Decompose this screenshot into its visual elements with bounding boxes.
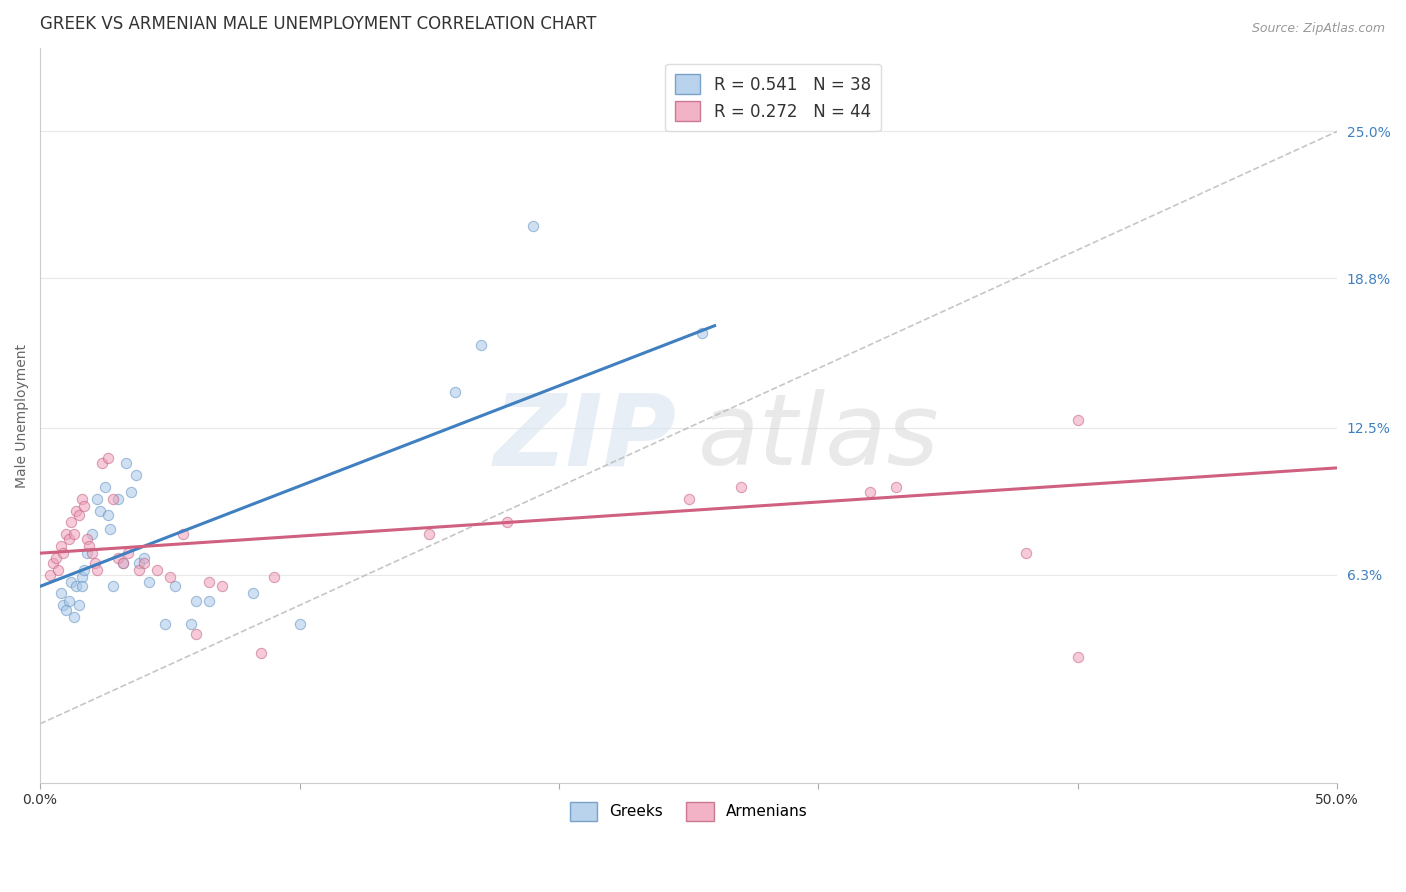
Point [49, 539, 72, 553]
Point [172, 527, 194, 541]
Point [132, 556, 155, 570]
Point [76, 546, 98, 560]
Point [184, 593, 207, 607]
Point [197, 593, 219, 607]
Point [96, 508, 118, 523]
Point [107, 550, 129, 565]
Point [120, 484, 142, 499]
Point [1015, 546, 1038, 560]
Point [52, 546, 75, 560]
Point [128, 563, 150, 577]
Point [690, 326, 713, 340]
Text: atlas: atlas [697, 389, 939, 486]
Point [58, 532, 80, 546]
Point [288, 617, 311, 632]
Point [83, 556, 105, 570]
Point [496, 516, 519, 530]
Point [263, 570, 285, 584]
Point [73, 563, 96, 577]
Point [86, 563, 108, 577]
Point [94, 480, 117, 494]
Point [70, 579, 93, 593]
Point [112, 556, 135, 570]
Point [46, 563, 69, 577]
Point [49, 586, 72, 600]
Point [470, 337, 492, 351]
Point [63, 610, 86, 624]
Point [101, 579, 124, 593]
Point [86, 491, 108, 506]
Point [80, 546, 103, 560]
Point [146, 563, 169, 577]
Point [52, 599, 75, 613]
Point [65, 579, 87, 593]
Point [163, 579, 186, 593]
Point [112, 556, 135, 570]
Point [55, 527, 77, 541]
Text: Source: ZipAtlas.com: Source: ZipAtlas.com [1251, 22, 1385, 36]
Point [522, 219, 544, 234]
Point [107, 491, 129, 506]
Point [73, 499, 96, 513]
Point [180, 617, 202, 632]
Point [89, 503, 111, 517]
Point [114, 456, 136, 470]
Text: GREEK VS ARMENIAN MALE UNEMPLOYMENT CORRELATION CHART: GREEK VS ARMENIAN MALE UNEMPLOYMENT CORR… [41, 15, 596, 33]
Point [184, 626, 207, 640]
Point [42, 556, 65, 570]
Point [76, 532, 98, 546]
Point [117, 546, 139, 560]
Point [159, 570, 181, 584]
Point [98, 523, 121, 537]
Point [418, 527, 440, 541]
Point [211, 579, 233, 593]
Point [70, 491, 93, 506]
Point [1067, 650, 1090, 665]
Point [55, 603, 77, 617]
Point [60, 516, 83, 530]
Point [444, 385, 467, 400]
Point [63, 527, 86, 541]
Point [65, 503, 87, 517]
Point [132, 550, 155, 565]
Point [678, 491, 700, 506]
Y-axis label: Male Unemployment: Male Unemployment [15, 343, 30, 488]
Point [39, 567, 62, 582]
Point [60, 574, 83, 589]
Point [101, 491, 124, 506]
Point [70, 570, 93, 584]
Point [96, 451, 118, 466]
Point [197, 574, 219, 589]
Point [67, 599, 90, 613]
Point [67, 508, 90, 523]
Point [79, 539, 101, 553]
Point [58, 593, 80, 607]
Point [128, 556, 150, 570]
Point [80, 527, 103, 541]
Point [138, 574, 160, 589]
Point [884, 480, 907, 494]
Point [125, 467, 148, 482]
Point [91, 456, 114, 470]
Point [859, 484, 882, 499]
Point [45, 550, 67, 565]
Point [249, 646, 271, 660]
Legend: Greeks, Armenians: Greeks, Armenians [564, 796, 814, 827]
Point [1067, 413, 1090, 427]
Point [153, 617, 176, 632]
Point [730, 480, 752, 494]
Text: ZIP: ZIP [494, 389, 676, 486]
Point [242, 586, 264, 600]
